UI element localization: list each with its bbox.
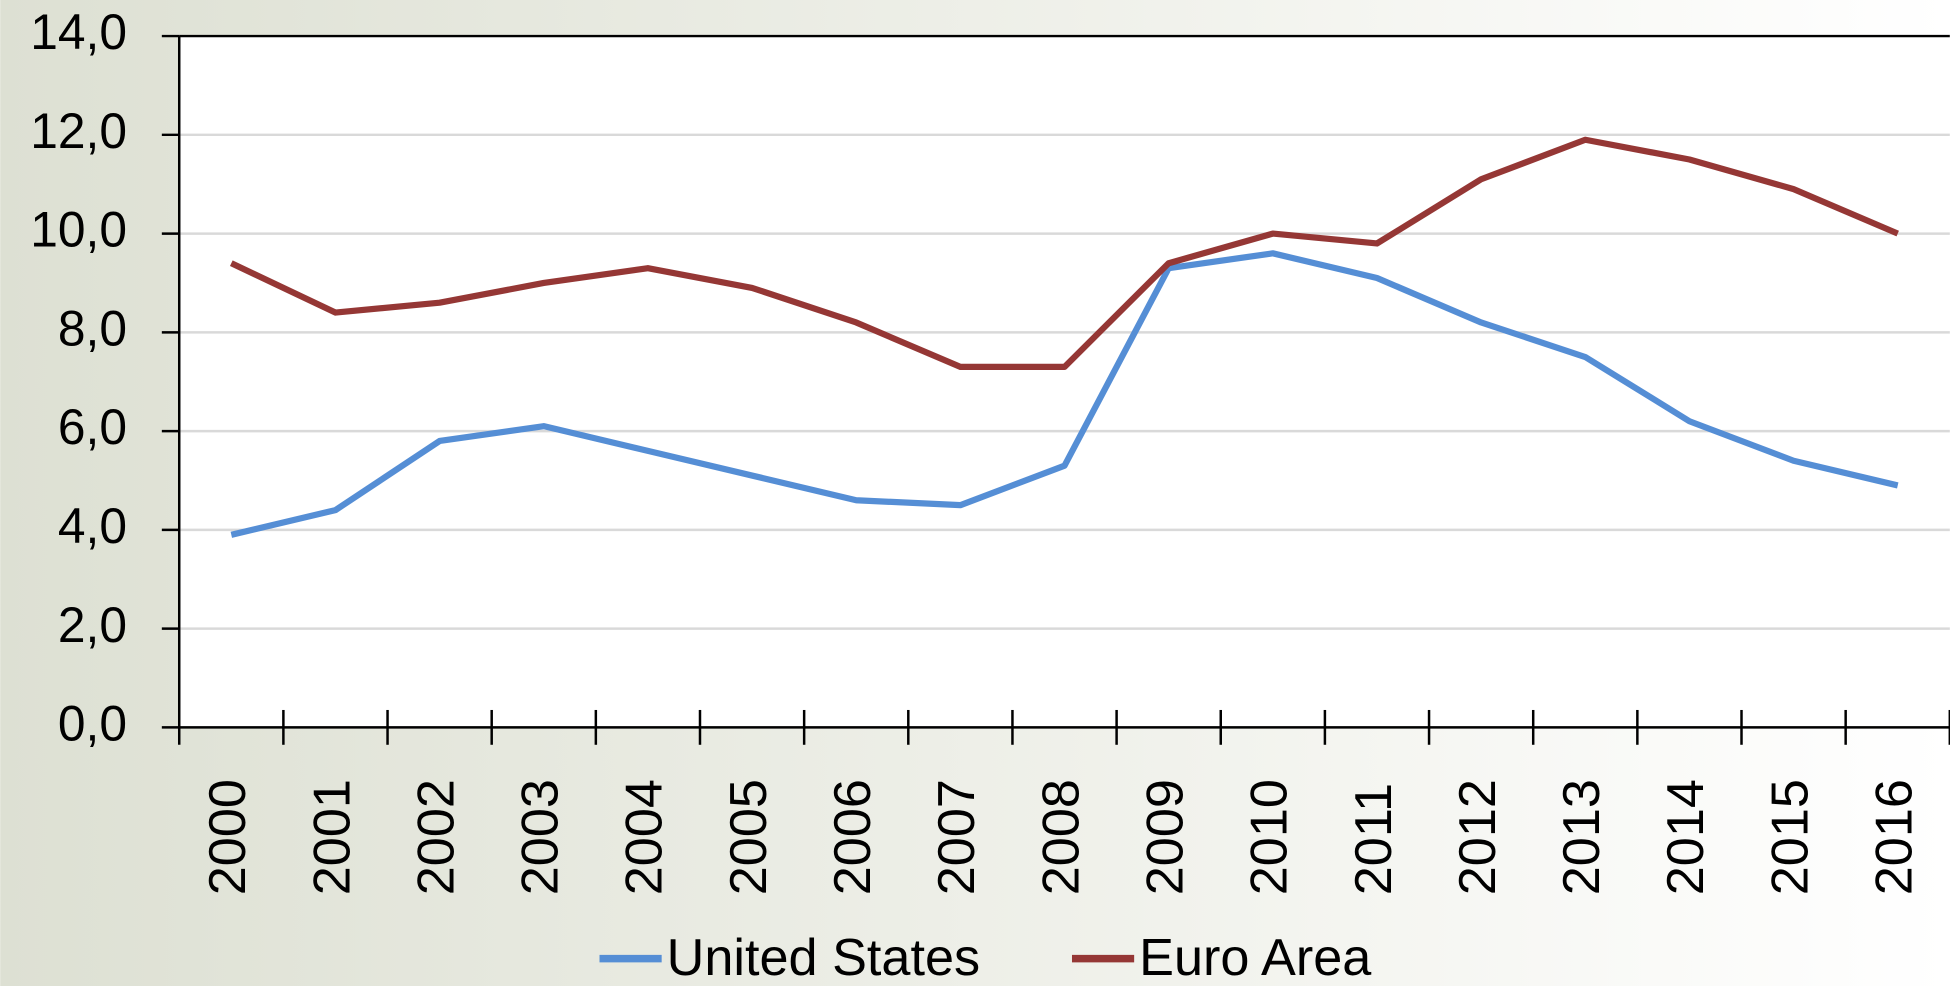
- x-tick-label: 2001: [303, 779, 361, 895]
- x-tick-label: 2009: [1136, 779, 1194, 895]
- x-tick-label: 2011: [1345, 783, 1403, 895]
- y-tick-label: 2,0: [58, 597, 127, 653]
- x-tick-label: 2006: [824, 779, 882, 895]
- y-tick-label: 10,0: [30, 202, 127, 258]
- x-tick-label: 2016: [1866, 779, 1924, 895]
- x-tick-label: 2014: [1657, 779, 1715, 895]
- x-tick-label: 2013: [1553, 779, 1611, 895]
- y-tick-label: 14,0: [30, 4, 127, 60]
- plot-area: [179, 36, 1950, 728]
- x-tick-label: 2010: [1241, 779, 1299, 895]
- line-series: [230, 250, 1899, 538]
- line-series: [229, 136, 1899, 371]
- y-tick-label: 4,0: [58, 498, 127, 554]
- x-tick-label: 2008: [1032, 779, 1090, 895]
- x-tick-label: 2015: [1761, 779, 1819, 895]
- x-tick-label: 2012: [1449, 779, 1507, 895]
- x-tick-label: 2007: [928, 779, 986, 895]
- y-tick-label: 6,0: [58, 399, 127, 455]
- x-tick-label: 2002: [407, 779, 465, 895]
- x-tick-label: 2000: [199, 779, 257, 895]
- legend-label: United States: [667, 929, 981, 986]
- legend-label: Euro Area: [1139, 929, 1372, 986]
- y-tick-label: 12,0: [30, 103, 127, 159]
- x-tick-label: 2003: [512, 779, 570, 895]
- x-tick-label: 2005: [720, 779, 778, 895]
- y-tick-label: 8,0: [58, 300, 127, 356]
- x-tick-label: 2004: [616, 779, 674, 895]
- y-tick-label: 0,0: [58, 696, 127, 752]
